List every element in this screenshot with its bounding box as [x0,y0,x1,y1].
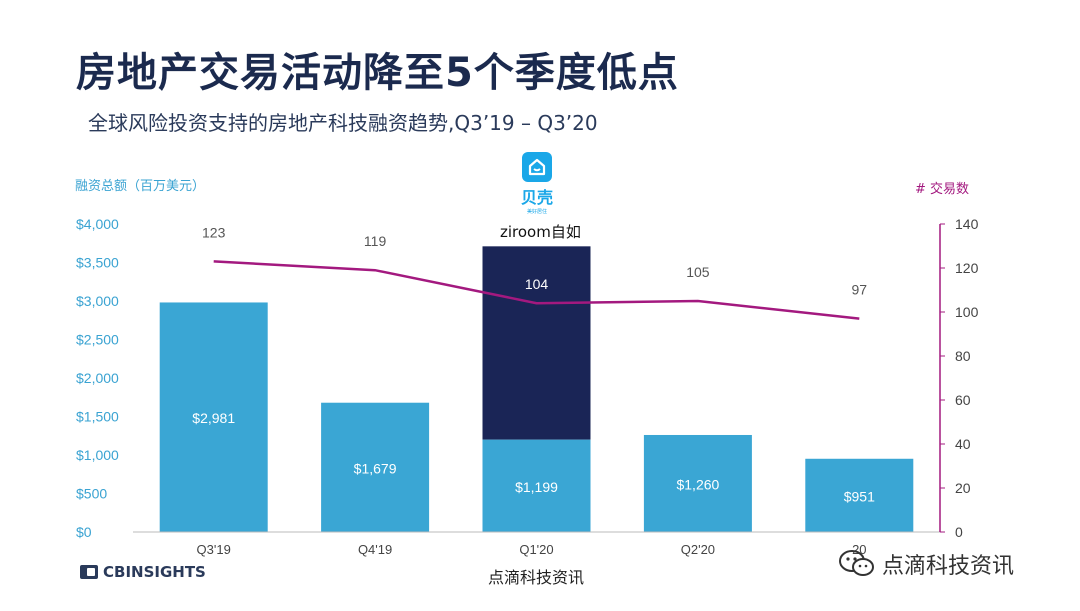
beike-logo-text: 贝壳 [520,188,553,207]
right-tick-label: 100 [955,304,979,320]
left-axis-label: 融资总额（百万美元） [75,179,206,194]
bar-value-label: $1,199 [515,479,558,495]
left-tick-label: $500 [76,486,107,502]
ziroom-logo: ziroom自如 [500,223,581,241]
left-tick-label: $2,500 [76,332,119,348]
right-tick-label: 120 [955,260,979,276]
beike-logo: 贝壳 美好居住 [514,152,560,215]
page-title: 房地产交易活动降至5个季度低点 [76,50,679,96]
bar-value-label: $2,981 [192,410,235,426]
bar-4 [805,458,914,532]
left-tick-label: $4,000 [76,216,119,232]
deal-count-label: 123 [202,224,226,240]
deal-count-label: 105 [686,264,710,280]
bar-value-label: $951 [844,488,875,504]
category-label: 20 [852,542,866,557]
right-tick-label: 40 [955,436,971,452]
right-tick-label: 20 [955,480,971,496]
bar-3 [643,434,752,532]
deals-line [213,260,860,320]
right-axis-label: # 交易数 [915,182,970,197]
axes-layer: $0 $500 $1,000 $1,500 $2,000 $2,500 $3,000 $3,5… [76,216,979,557]
beike-house-icon [522,152,552,182]
deal-count-label: 104 [525,276,549,292]
bars-layer [159,246,914,532]
left-tick-label: $2,000 [76,370,119,386]
deal-count-label: 119 [364,233,387,249]
category-label: Q2'20 [681,542,715,557]
left-tick-label: $3,000 [76,293,119,309]
category-label: Q1'20 [519,542,553,557]
cbinsights-logo-text: CBINSIGHTS [103,563,206,581]
category-label: Q3'19 [197,542,231,557]
left-tick-label: $1,500 [76,409,119,425]
labels-layer: $2,981 $1,679 $1,199 $1,260 $951 123 119 104 105… [192,224,875,504]
footer-source: 点滴科技资讯 [488,568,585,587]
deal-count-label: 97 [852,282,868,298]
right-tick-label: 0 [955,524,963,540]
bar-0 [159,302,268,532]
right-tick-label: 60 [955,392,971,408]
bar-2 [482,439,591,532]
bar-value-label: $1,260 [676,476,719,492]
left-tick-label: $3,500 [76,255,119,271]
wechat-watermark: 点滴科技资讯 [838,548,1014,580]
beike-logo-subtext: 美好居住 [526,209,547,215]
left-tick-label: $1,000 [76,447,119,463]
left-tick-label: $0 [76,524,92,540]
category-label: Q4'19 [358,542,392,557]
page-subtitle: 全球风险投资支持的房地产科技融资趋势,Q3’19 – Q3’20 [88,111,598,135]
cbinsights-mark-icon [80,565,98,579]
bar-1 [321,402,430,532]
wechat-icon [839,550,874,576]
bar-highlight-2 [482,246,591,440]
bar-value-label: $1,679 [354,460,397,476]
line-layer [213,260,860,320]
wechat-watermark-text: 点滴科技资讯 [882,554,1015,579]
right-tick-label: 140 [955,216,979,232]
right-tick-label: 80 [955,348,971,364]
cbinsights-logo: CBINSIGHTS [80,563,206,581]
